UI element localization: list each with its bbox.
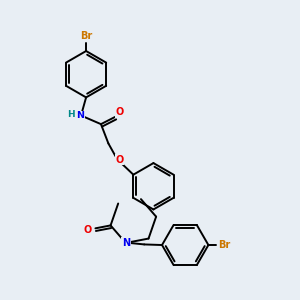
Text: O: O xyxy=(83,225,92,235)
Text: H: H xyxy=(68,110,75,119)
Text: N: N xyxy=(76,111,84,120)
Text: Br: Br xyxy=(80,31,92,40)
Text: O: O xyxy=(116,107,124,117)
Text: O: O xyxy=(115,155,124,165)
Text: N: N xyxy=(122,238,130,248)
Text: Br: Br xyxy=(219,240,231,250)
